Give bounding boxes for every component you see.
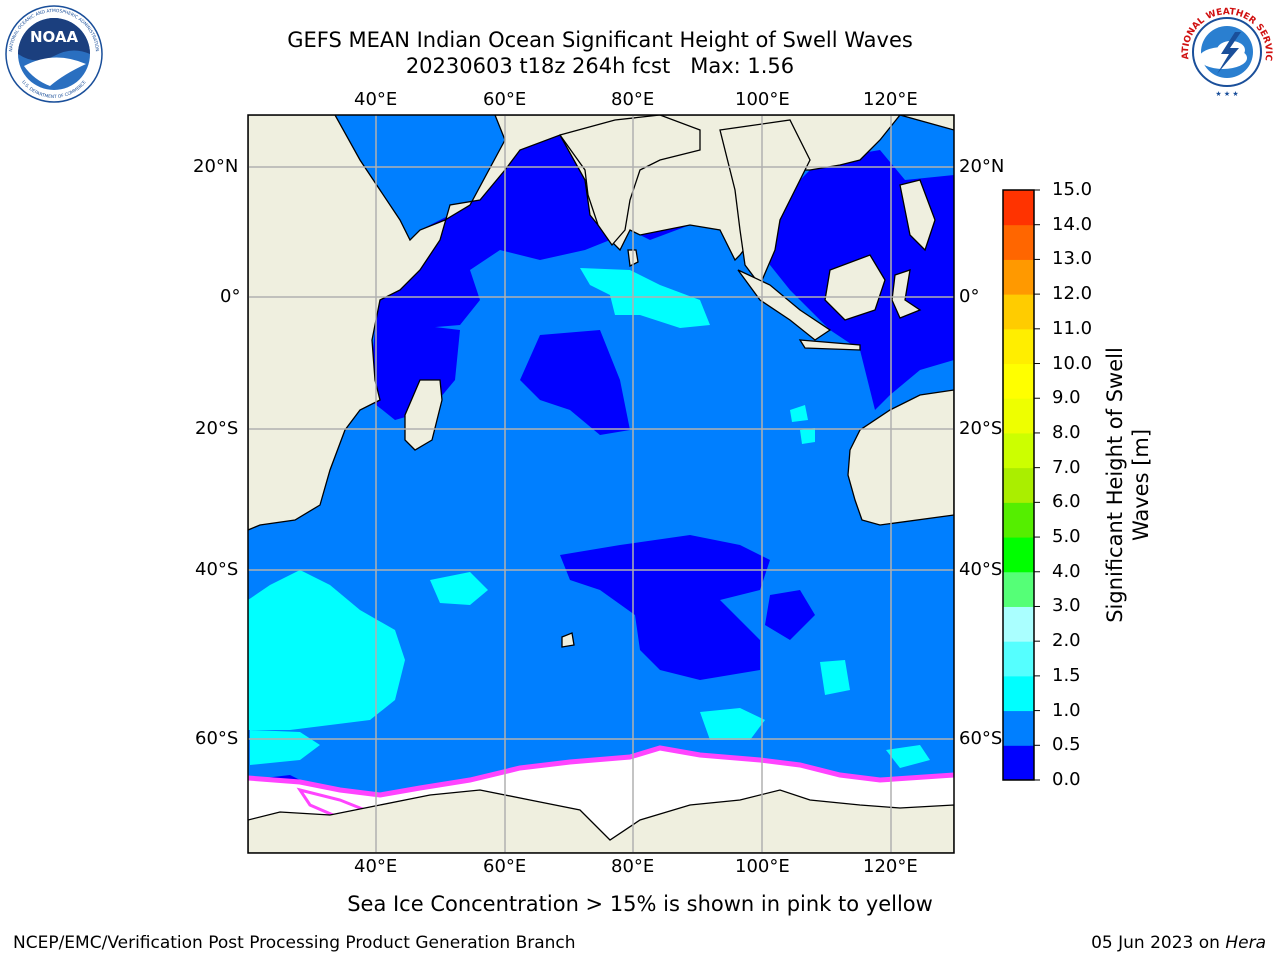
colorbar-level-label: 13.0 xyxy=(1052,248,1093,270)
colorbar-level-label: 6.0 xyxy=(1052,491,1081,513)
footer-date: 05 Jun 2023 on Hera xyxy=(1091,933,1266,953)
colorbar-segment xyxy=(1003,710,1034,746)
footer-date-text: 05 Jun 2023 on xyxy=(1091,933,1226,953)
colorbar-segment xyxy=(1003,537,1034,573)
lat-tick-right-0: 20°N xyxy=(959,156,1005,177)
lon-tick-bottom-3: 100°E xyxy=(735,856,790,877)
colorbar-segment xyxy=(1003,328,1034,365)
colorbar-segment xyxy=(1003,259,1034,295)
lon-tick-top-0: 40°E xyxy=(354,89,398,110)
colorbar-title: Significant Height of Swell Waves [m] xyxy=(1102,347,1154,623)
colorbar-segment xyxy=(1003,675,1034,712)
lat-tick-left-1: 0° xyxy=(220,286,241,307)
colorbar-level-label: 14.0 xyxy=(1052,213,1093,235)
colorbar-level-label: 0.5 xyxy=(1052,734,1081,756)
colorbar-segment xyxy=(1003,363,1034,399)
land-indochina xyxy=(719,119,811,287)
land-java xyxy=(798,339,861,351)
colorbar-segment xyxy=(1003,571,1034,607)
colorbar-level-label: 8.0 xyxy=(1052,421,1081,443)
noaa-logo: NOAA NATIONAL OCEANIC AND ATMOSPHERIC AD… xyxy=(5,5,103,103)
colorbar-level-label: 2.0 xyxy=(1052,630,1081,652)
colorbar-level-label: 5.0 xyxy=(1052,526,1081,548)
colorbar-segment xyxy=(1003,432,1034,469)
lon-tick-bottom-2: 80°E xyxy=(611,856,655,877)
colorbar-segment xyxy=(1003,190,1034,226)
colorbar-level-label: 9.0 xyxy=(1052,387,1081,409)
colorbar-level-label: 10.0 xyxy=(1052,352,1093,374)
nws-logo: NATIONAL WEATHER SERVICE ★ ★ ★ xyxy=(1177,2,1275,100)
colorbar-level-label: 0.0 xyxy=(1052,769,1081,790)
lat-tick-right-4: 60°S xyxy=(959,728,1003,749)
colorbar-level-label: 1.0 xyxy=(1052,699,1081,721)
title-line1: GEFS MEAN Indian Ocean Significant Heigh… xyxy=(287,28,913,52)
land-kerguelen xyxy=(561,632,575,648)
lon-tick-bottom-4: 120°E xyxy=(863,856,918,877)
colorbar-title-line2: Waves [m] xyxy=(1129,428,1153,542)
colorbar-segment xyxy=(1003,224,1034,260)
colorbar-segment xyxy=(1003,398,1034,434)
colorbar-segment xyxy=(1003,294,1034,330)
lat-tick-right-3: 40°S xyxy=(959,559,1003,580)
title-line2: 20230603 t18z 264h fcst Max: 1.56 xyxy=(405,54,795,78)
footer-host: Hera xyxy=(1225,933,1266,953)
land-philippines xyxy=(899,179,936,252)
land-antarctica xyxy=(248,789,954,853)
land-borneo xyxy=(824,254,886,321)
land-sulawesi xyxy=(891,269,922,319)
colorbar-level-label: 12.0 xyxy=(1052,283,1093,305)
noaa-logo-text: NOAA xyxy=(30,28,79,46)
lon-tick-top-4: 120°E xyxy=(863,89,918,110)
colorbar-level-label: 4.0 xyxy=(1052,560,1081,582)
colorbar-segment xyxy=(1003,502,1034,538)
lat-tick-right-2: 20°S xyxy=(959,418,1003,439)
colorbar-segment xyxy=(1003,745,1034,781)
lat-tick-left-0: 20°N xyxy=(193,156,239,177)
lat-tick-left-4: 60°S xyxy=(195,728,239,749)
graticule xyxy=(248,115,954,853)
footer-branch: NCEP/EMC/Verification Post Processing Pr… xyxy=(13,933,576,953)
colorbar-segment xyxy=(1003,641,1034,677)
colorbar-level-label: 1.5 xyxy=(1052,664,1081,686)
lat-tick-left-3: 40°S xyxy=(195,559,239,580)
colorbar-frame xyxy=(1002,189,1035,781)
colorbar-title-line1: Significant Height of Swell xyxy=(1103,347,1127,623)
lon-tick-bottom-1: 60°E xyxy=(483,856,527,877)
land xyxy=(248,115,954,648)
map-frame xyxy=(247,114,955,854)
sea-ice-pink xyxy=(248,745,954,798)
colorbar-level-label: 7.0 xyxy=(1052,456,1081,478)
lon-tick-top-2: 80°E xyxy=(611,89,655,110)
colorbar-level-label: 11.0 xyxy=(1052,317,1093,339)
lat-tick-right-1: 0° xyxy=(959,286,980,307)
svg-text:★ ★ ★: ★ ★ ★ xyxy=(1215,90,1238,98)
land-sumatra xyxy=(737,269,832,341)
lat-tick-left-2: 20°S xyxy=(195,418,239,439)
colorbar-level-label: 15.0 xyxy=(1052,179,1093,200)
colorbar-segment xyxy=(1003,467,1034,503)
land-india xyxy=(558,115,701,247)
colorbar-segment xyxy=(1003,606,1034,642)
lon-tick-top-3: 100°E xyxy=(735,89,790,110)
land-australia xyxy=(847,389,954,526)
land-madagascar xyxy=(404,379,443,451)
lon-tick-bottom-0: 40°E xyxy=(354,856,398,877)
lon-tick-top-1: 60°E xyxy=(483,89,527,110)
colorbar-level-label: 3.0 xyxy=(1052,595,1081,617)
sea-ice-caption: Sea Ice Concentration > 15% is shown in … xyxy=(347,892,933,916)
